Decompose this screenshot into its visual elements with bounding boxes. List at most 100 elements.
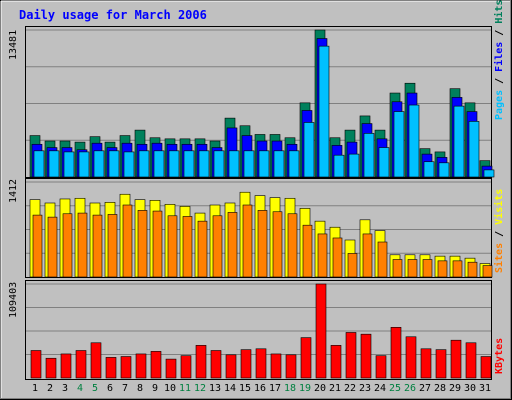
x-tick-label-day-13: 13	[209, 383, 221, 394]
bottom-max-label: 109403	[8, 282, 19, 318]
x-tick-label-day-19: 19	[299, 383, 311, 394]
traffic-bar-pages-day-12	[198, 150, 210, 178]
traffic-bar-pages-day-1	[33, 150, 45, 178]
traffic-bar-pages-day-23	[363, 133, 375, 178]
visitors-bar-sites-day-20	[317, 233, 328, 278]
traffic-bar-pages-day-10	[168, 150, 180, 178]
kbytes-bar-kbytes-day-14	[225, 354, 237, 379]
visitors-bar-sites-day-3	[62, 213, 73, 278]
visitors-bar-sites-day-1	[32, 214, 43, 278]
bottom-legend: KBytes	[494, 338, 505, 374]
mid-legend: Sites / Visits	[493, 189, 505, 273]
x-tick-label-day-8: 8	[137, 383, 143, 394]
x-tick-label-day-9: 9	[152, 383, 158, 394]
kbytes-bar-kbytes-day-21	[330, 345, 342, 379]
visitors-bar-sites-day-9	[152, 210, 163, 278]
visitors-bar-sites-day-13	[212, 215, 223, 278]
visitors-bar-sites-day-31	[482, 265, 493, 278]
x-tick-label-day-2: 2	[47, 383, 53, 394]
visitors-bar-sites-day-30	[467, 261, 478, 278]
x-tick-label-day-24: 24	[374, 383, 386, 394]
traffic-bar-pages-day-16	[258, 150, 270, 178]
kbytes-bar-kbytes-day-25	[390, 327, 402, 379]
visitors-bar-sites-day-28	[437, 260, 448, 278]
visitors-bar-sites-day-22	[347, 253, 358, 278]
visitors-bar-sites-day-16	[257, 210, 268, 278]
kbytes-bar-kbytes-day-30	[465, 342, 477, 379]
visitors-bar-sites-day-25	[392, 259, 403, 278]
kbytes-bar-kbytes-day-27	[420, 348, 432, 379]
kbytes-bar-kbytes-day-23	[360, 333, 372, 379]
kbytes-bar-kbytes-day-11	[180, 355, 192, 379]
x-tick-label-day-26: 26	[404, 383, 416, 394]
visitors-bar-sites-day-2	[47, 216, 58, 278]
kbytes-bar-kbytes-day-8	[135, 353, 147, 379]
x-tick-label-day-4: 4	[77, 383, 83, 394]
traffic-bar-pages-day-8	[138, 150, 150, 178]
traffic-bar-pages-day-24	[378, 147, 390, 178]
traffic-bar-pages-day-22	[348, 153, 360, 178]
kbytes-bar-kbytes-day-6	[105, 357, 117, 379]
visitors-bar-sites-day-8	[137, 210, 148, 278]
visitors-bar-sites-day-18	[287, 213, 298, 278]
traffic-bar-pages-day-30	[468, 121, 480, 178]
visitors-bar-sites-day-4	[77, 212, 88, 278]
panel-bottom-frame	[25, 280, 492, 380]
x-tick-label-day-6: 6	[107, 383, 113, 394]
traffic-bar-pages-day-13	[213, 150, 225, 178]
traffic-bar-pages-day-28	[438, 162, 450, 178]
traffic-bar-pages-day-6	[108, 150, 120, 178]
kbytes-bar-kbytes-day-22	[345, 332, 357, 379]
traffic-bar-pages-day-21	[333, 154, 345, 178]
kbytes-bar-kbytes-day-15	[240, 349, 252, 379]
visitors-bar-sites-day-27	[422, 259, 433, 278]
kbytes-bar-kbytes-day-24	[375, 355, 387, 379]
x-tick-label-day-7: 7	[122, 383, 128, 394]
kbytes-bar-kbytes-day-29	[450, 339, 462, 379]
legend-hits: Hits	[493, 0, 505, 24]
kbytes-bar-kbytes-day-13	[210, 350, 222, 379]
x-tick-label-day-17: 17	[269, 383, 281, 394]
traffic-bar-pages-day-11	[183, 150, 195, 178]
legend-pages: Pages	[494, 90, 505, 120]
visitors-bar-sites-day-6	[107, 214, 118, 278]
visitors-bar-sites-day-26	[407, 259, 418, 278]
kbytes-bar-kbytes-day-4	[75, 350, 87, 379]
visitors-bar-sites-day-24	[377, 241, 388, 278]
x-tick-label-day-11: 11	[179, 383, 191, 394]
traffic-bar-pages-day-3	[63, 151, 75, 178]
x-tick-label-day-31: 31	[479, 383, 491, 394]
visitors-bar-sites-day-5	[92, 214, 103, 278]
visitors-bar-sites-day-19	[302, 224, 313, 278]
x-tick-label-day-22: 22	[344, 383, 356, 394]
kbytes-bar-kbytes-day-18	[285, 354, 297, 379]
kbytes-bar-kbytes-day-20	[315, 283, 327, 379]
traffic-bar-pages-day-26	[408, 104, 420, 178]
x-tick-label-day-12: 12	[194, 383, 206, 394]
kbytes-bar-kbytes-day-10	[165, 358, 177, 379]
x-tick-label-day-23: 23	[359, 383, 371, 394]
traffic-bar-pages-day-15	[243, 150, 255, 178]
x-axis-labels: 1 2 3 4 5 6 7 8 9 10 11 12 13 14 15 16 17 18 19 20 21 22 23 24 2…	[32, 383, 491, 394]
kbytes-bar-kbytes-day-2	[45, 357, 57, 379]
x-tick-label-day-18: 18	[284, 383, 296, 394]
kbytes-bar-kbytes-day-16	[255, 348, 267, 379]
visitors-bar-sites-day-12	[197, 220, 208, 278]
top-max-label: 13481	[8, 30, 19, 60]
kbytes-bar-kbytes-day-17	[270, 353, 282, 379]
x-tick-label-day-3: 3	[62, 383, 68, 394]
traffic-bar-pages-day-9	[153, 150, 165, 178]
x-tick-label-day-5: 5	[92, 383, 98, 394]
kbytes-bar-kbytes-day-31	[480, 356, 492, 379]
top-legend: Pages / Files / Hits	[493, 0, 505, 120]
legend-visits: Visits	[493, 189, 505, 225]
visitors-bar-sites-day-23	[362, 233, 373, 278]
panel-top-frame	[25, 26, 492, 178]
x-tick-label-day-20: 20	[314, 383, 326, 394]
traffic-bar-pages-day-25	[393, 111, 405, 178]
traffic-bar-pages-day-17	[273, 150, 285, 178]
x-tick-label-day-25: 25	[389, 383, 401, 394]
traffic-bar-pages-day-31	[483, 169, 495, 178]
traffic-bar-pages-day-14	[228, 150, 240, 178]
